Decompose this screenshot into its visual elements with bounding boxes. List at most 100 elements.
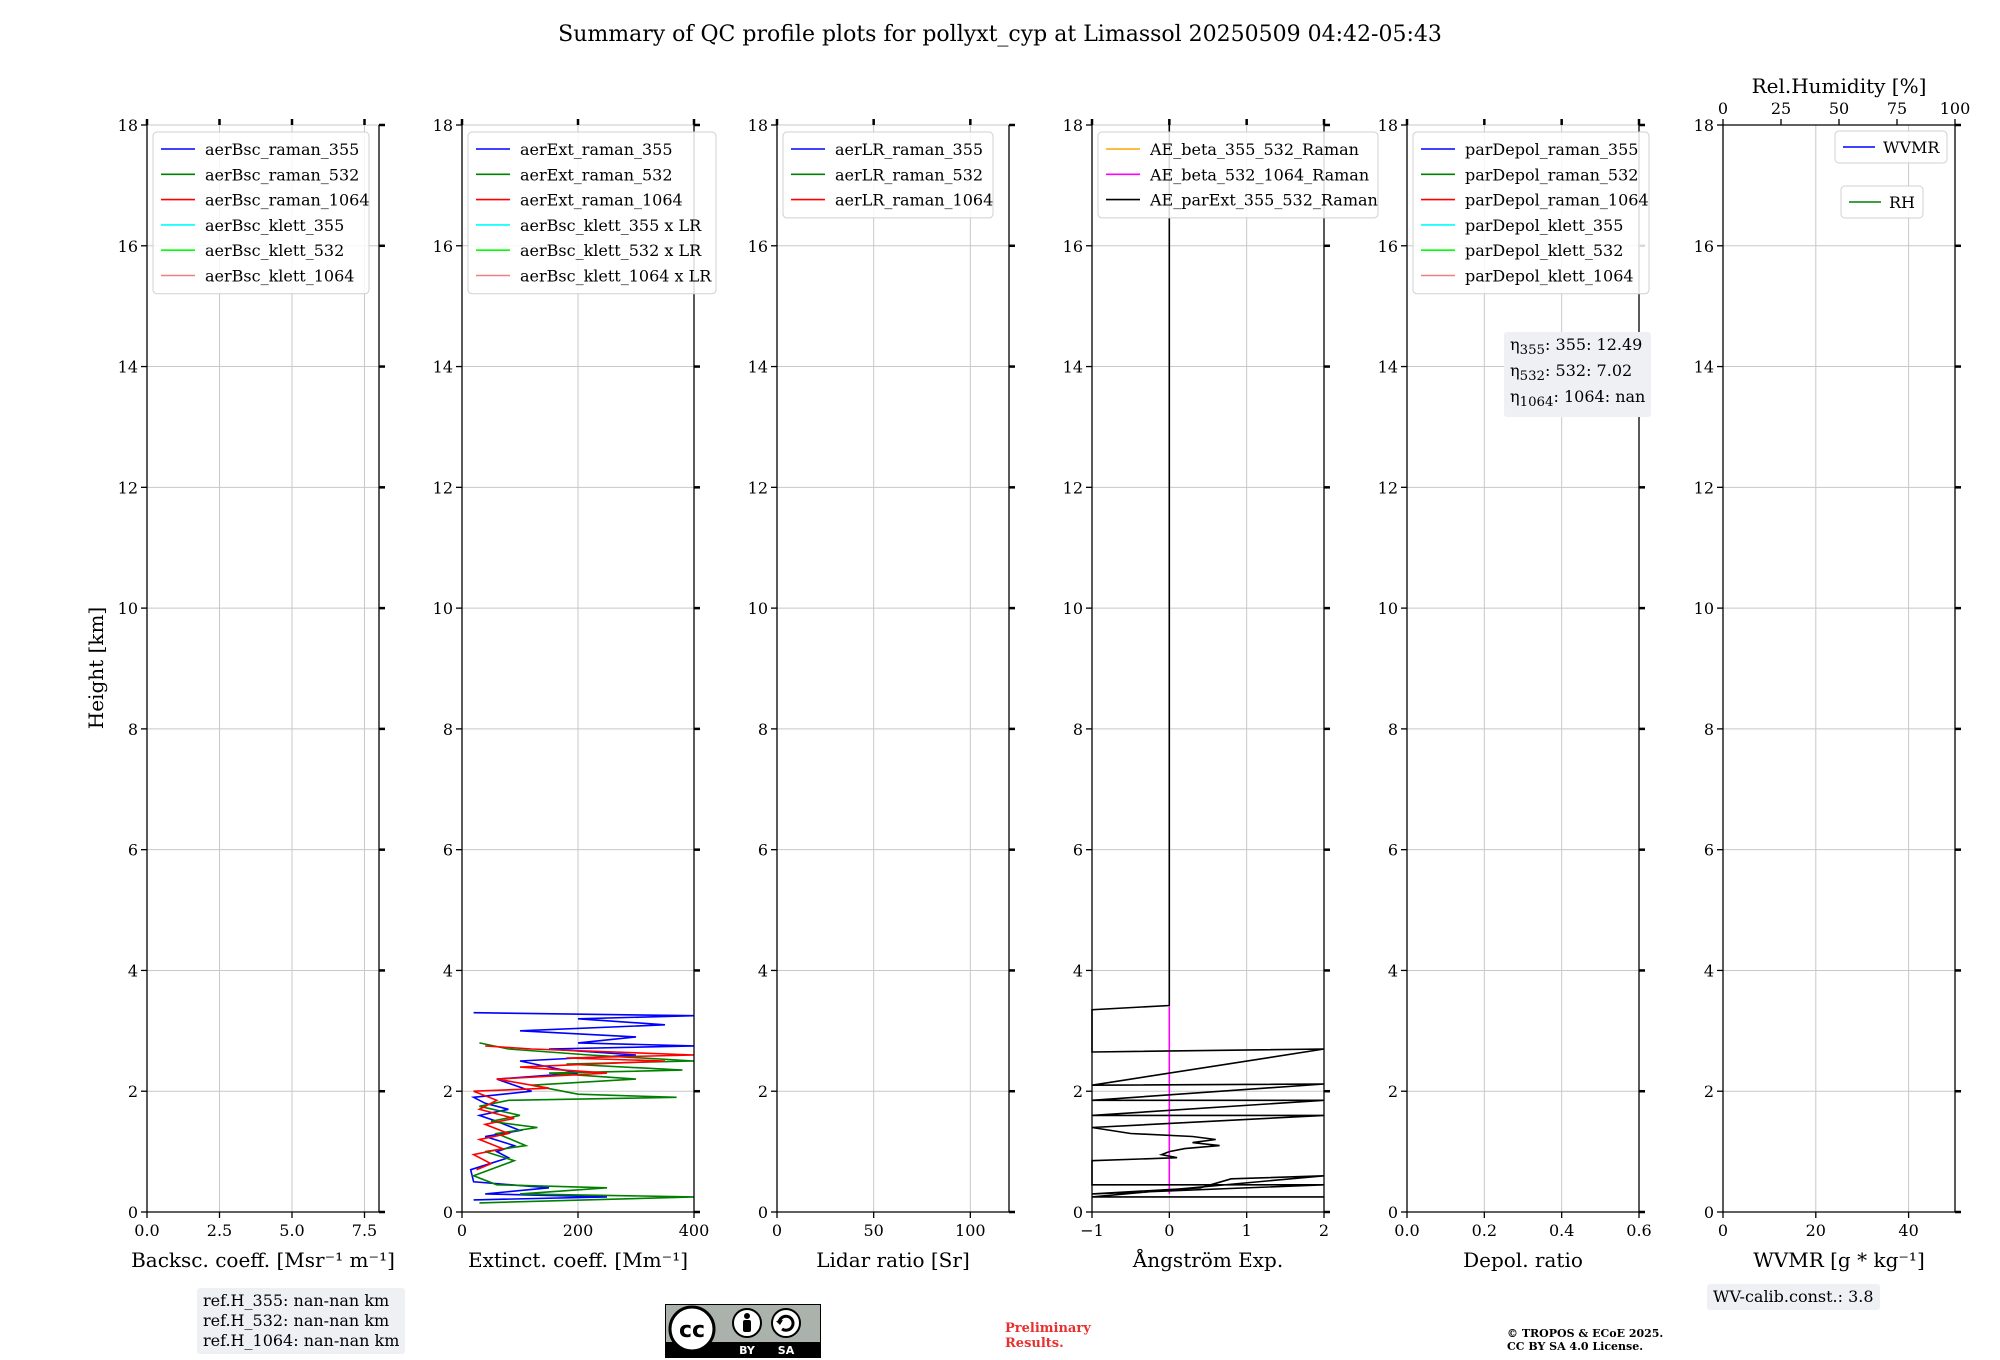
x-tick-label: 100 <box>955 1221 986 1240</box>
y-tick-label: 14 <box>1694 358 1714 377</box>
eta-1064-row: η1064: 1064: nan <box>1510 387 1646 411</box>
legend-label-aerBsc_raman_355: aerBsc_raman_355 <box>205 140 359 159</box>
series-line-aerExt_raman_355 <box>469 1011 695 1201</box>
y-tick-label: 18 <box>433 116 453 135</box>
x-tick-label: 0.0 <box>1394 1221 1419 1240</box>
legend-label-parDepol_raman_355: parDepol_raman_355 <box>1465 140 1638 159</box>
legend-box <box>467 131 717 295</box>
cc-by-sa-license-icon: cc BY SA <box>665 1304 821 1358</box>
eta-values-box: η355: 355: 12.49 η532: 532: 7.02 η1064: … <box>1504 332 1652 417</box>
y-tick-label: 8 <box>758 720 768 739</box>
y-tick-label: 4 <box>1388 961 1398 980</box>
panel-depol <box>1401 119 1650 1218</box>
y-tick-label: 4 <box>758 961 768 980</box>
ref-height-532: ref.H_532: nan-nan km <box>203 1311 390 1330</box>
legend-label-aerLR_raman_532: aerLR_raman_532 <box>835 165 983 184</box>
x-tick-label: 0 <box>772 1221 782 1240</box>
legend-label-aerBsc_raman_532: aerBsc_raman_532 <box>205 165 359 184</box>
preliminary-line-2: Results. <box>1005 1336 1064 1351</box>
y-tick-label: 10 <box>1694 599 1714 618</box>
legend-label-parDepol_klett_1064: parDepol_klett_1064 <box>1465 267 1634 286</box>
y-tick-label: 12 <box>433 478 453 497</box>
y-tick-label: 18 <box>1694 116 1714 135</box>
legend-label-aerBsc_klett_1064: aerBsc_klett_1064 <box>205 267 354 286</box>
y-tick-label: 8 <box>443 720 453 739</box>
y-tick-label: 8 <box>1388 720 1398 739</box>
y-tick-label: 12 <box>1063 478 1083 497</box>
y-tick-label: 2 <box>758 1082 768 1101</box>
x-axis-label: WVMR [g * kg⁻¹] <box>1753 1248 1925 1272</box>
x-tick-label: 0.0 <box>134 1221 159 1240</box>
legend-label-aerLR_raman_1064: aerLR_raman_1064 <box>835 191 993 210</box>
figure-title: Summary of QC profile plots for pollyxt_… <box>558 22 1442 47</box>
y-tick-label: 6 <box>758 841 768 860</box>
x-tick-label: 200 <box>563 1221 594 1240</box>
y-tick-label: 2 <box>128 1082 138 1101</box>
y-tick-label: 12 <box>1378 478 1398 497</box>
x-axis-label: Ångström Exp. <box>1132 1247 1283 1272</box>
y-axis-label: Height [km] <box>84 607 108 729</box>
legend-label-aerBsc_klett_532: aerBsc_klett_532 <box>205 241 344 260</box>
y-tick-label: 16 <box>748 237 768 256</box>
x-tick-label: 50 <box>863 1221 883 1240</box>
reference-heights-box: ref.H_355: nan-nan km ref.H_532: nan-nan… <box>197 1288 406 1354</box>
y-tick-label: 16 <box>1378 237 1398 256</box>
x-tick-label: −1 <box>1080 1221 1104 1240</box>
ref-height-355: ref.H_355: nan-nan km <box>203 1291 390 1310</box>
y-tick-label: 18 <box>1063 116 1083 135</box>
panel-backscatter <box>141 119 385 1218</box>
preliminary-results-note: Preliminary Results. <box>1005 1321 1091 1351</box>
y-tick-label: 14 <box>1063 358 1083 377</box>
eta-1064-value: 1064: nan <box>1564 387 1646 407</box>
y-tick-label: 10 <box>118 599 138 618</box>
ref-height-1064: ref.H_1064: nan-nan km <box>203 1331 400 1350</box>
y-tick-label: 4 <box>1704 961 1714 980</box>
legend-label-aerExt_raman_355: aerExt_raman_355 <box>520 140 673 159</box>
x-tick-label: 40 <box>1898 1221 1918 1240</box>
x-axis-label: Extinct. coeff. [Mm⁻¹] <box>468 1248 688 1272</box>
x-tick-label: 20 <box>1806 1221 1826 1240</box>
legend-box <box>782 131 994 219</box>
y-tick-label: 2 <box>1073 1082 1083 1101</box>
legend-box <box>1097 131 1379 219</box>
top-x-tick-label: 50 <box>1829 99 1849 118</box>
x-tick-label: 2 <box>1319 1221 1329 1240</box>
legend-label-AE_beta_532_1064_Raman: AE_beta_532_1064_Raman <box>1149 165 1369 184</box>
panel-extinction <box>456 119 717 1218</box>
panel-lidar_ratio <box>771 119 1015 1218</box>
top-x-tick-label: 0 <box>1718 99 1728 118</box>
legend-box <box>1840 185 1924 219</box>
legend-label-AE_beta_355_532_Raman: AE_beta_355_532_Raman <box>1149 140 1359 159</box>
series-line-aerExt_raman_532 <box>471 1042 695 1204</box>
y-tick-label: 8 <box>1704 720 1714 739</box>
wv-calibration-constant: WV-calib.const.: 3.8 <box>1713 1287 1874 1306</box>
x-tick-label: 0.2 <box>1472 1221 1497 1240</box>
legend-label-aerBsc_klett_355 x LR: aerBsc_klett_355 x LR <box>520 216 702 235</box>
x-tick-label: 2.5 <box>207 1221 232 1240</box>
series-line-AE_parExt_355_532_Raman <box>1091 125 1325 1198</box>
sa-label: SA <box>778 1344 795 1357</box>
legend-label-parDepol_raman_532: parDepol_raman_532 <box>1465 165 1638 184</box>
top-x-tick-label: 25 <box>1771 99 1791 118</box>
y-tick-label: 4 <box>128 961 138 980</box>
y-tick-label: 10 <box>1378 599 1398 618</box>
y-tick-label: 12 <box>118 478 138 497</box>
copyright-note: © TROPOS & ECoE 2025. CC BY SA 4.0 Licen… <box>1507 1327 1663 1353</box>
top-x-axis-label: Rel.Humidity [%] <box>1752 74 1927 98</box>
y-tick-label: 14 <box>1378 358 1398 377</box>
y-tick-label: 16 <box>118 237 138 256</box>
y-tick-label: 14 <box>748 358 768 377</box>
copyright-line-2: CC BY SA 4.0 License. <box>1507 1340 1644 1353</box>
legend-box <box>1834 130 1948 164</box>
y-tick-label: 16 <box>1063 237 1083 256</box>
x-tick-label: 0 <box>1164 1221 1174 1240</box>
y-tick-label: 6 <box>128 841 138 860</box>
series-line-aerExt_raman_1064 <box>471 1045 695 1171</box>
x-tick-label: 0 <box>457 1221 467 1240</box>
legend-label-aerExt_raman_1064: aerExt_raman_1064 <box>520 191 683 210</box>
legend-label-AE_parExt_355_532_Raman: AE_parExt_355_532_Raman <box>1149 191 1378 210</box>
eta-532-value: 532: 7.02 <box>1555 361 1633 381</box>
y-tick-label: 18 <box>118 116 138 135</box>
y-tick-label: 18 <box>1378 116 1398 135</box>
